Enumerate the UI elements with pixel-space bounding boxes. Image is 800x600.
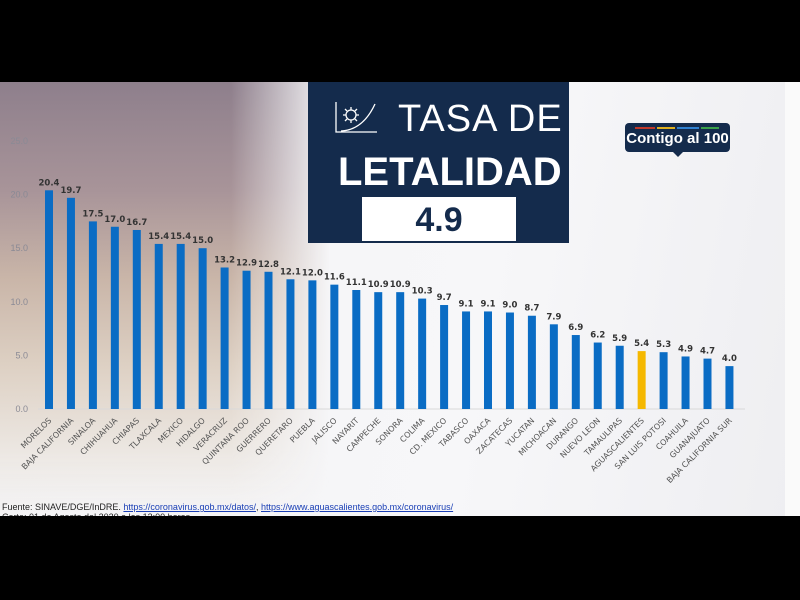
slide-edge — [785, 82, 800, 516]
bar — [505, 312, 514, 409]
separator: , — [255, 502, 259, 512]
source-link-1[interactable]: https://coronavirus.gob.mx/datos/ — [123, 502, 256, 512]
data-label: 10.3 — [412, 287, 433, 297]
y-tick-label: 10.0 — [10, 297, 28, 307]
bar — [462, 311, 471, 409]
data-label: 20.4 — [39, 178, 60, 188]
data-label: 17.5 — [82, 209, 103, 219]
logo-text: Contigo al 100 — [626, 130, 729, 147]
bar — [659, 352, 668, 409]
chart-virus-icon — [335, 102, 377, 133]
bar — [418, 298, 427, 409]
bar — [681, 356, 690, 409]
bar — [440, 305, 449, 409]
data-label: 9.7 — [437, 293, 452, 303]
bar — [593, 342, 602, 409]
logo: Contigo al 100 — [625, 123, 730, 157]
bar — [286, 279, 295, 409]
data-label: 9.1 — [480, 299, 495, 309]
bar — [220, 267, 229, 409]
y-tick-label: 20.0 — [10, 190, 28, 200]
national-value: 4.9 — [362, 197, 516, 241]
bar — [264, 271, 273, 409]
data-label: 12.1 — [280, 267, 301, 277]
bar — [110, 226, 119, 409]
bar — [352, 290, 361, 409]
data-label: 4.9 — [678, 344, 693, 354]
data-label: 12.0 — [302, 268, 323, 278]
data-label: 5.9 — [612, 334, 627, 344]
bar — [725, 366, 734, 409]
source-note: Fuente: SINAVE/DGE/InDRE. https://corona… — [2, 502, 453, 512]
data-label: 17.0 — [104, 215, 125, 225]
bar — [703, 358, 712, 409]
title-line1: TASA DE — [398, 98, 563, 140]
data-label: 10.9 — [368, 280, 389, 290]
data-label: 6.2 — [590, 331, 605, 341]
y-tick-label: 25.0 — [10, 136, 28, 146]
bar-chart: 0.05.010.015.020.025.020.4MORELOS19.7BAJ… — [10, 136, 745, 485]
data-label: 5.3 — [656, 340, 671, 350]
bar — [330, 284, 339, 409]
data-label: 13.2 — [214, 255, 235, 265]
data-label: 12.8 — [258, 260, 279, 270]
data-label: 12.9 — [236, 259, 257, 269]
bar — [132, 229, 141, 409]
bar — [45, 190, 53, 409]
data-label: 11.1 — [346, 278, 367, 288]
bar — [88, 221, 97, 409]
source-link-2[interactable]: https://www.aguascalientes.gob.mx/corona… — [261, 502, 454, 512]
data-label: 4.7 — [700, 347, 715, 357]
bar — [154, 243, 163, 409]
data-label: 9.1 — [459, 299, 474, 309]
bar — [615, 345, 624, 409]
data-label: 6.9 — [568, 323, 583, 333]
data-label: 16.7 — [126, 218, 147, 228]
slide — [0, 82, 800, 516]
data-label: 4.0 — [722, 354, 737, 364]
title-line2: LETALIDAD — [338, 150, 562, 194]
data-label: 19.7 — [60, 186, 81, 196]
bar — [484, 311, 492, 409]
data-label: 15.4 — [170, 232, 191, 242]
data-label: 7.9 — [546, 312, 561, 322]
y-tick-label: 5.0 — [15, 350, 28, 360]
bar — [176, 243, 185, 409]
data-label: 11.6 — [324, 273, 345, 283]
data-label: 10.9 — [390, 280, 411, 290]
bar — [549, 324, 558, 409]
data-label: 9.0 — [502, 301, 517, 311]
y-tick-label: 15.0 — [10, 243, 28, 253]
data-label: 8.7 — [524, 304, 539, 314]
background-photo — [0, 82, 330, 516]
bar — [637, 351, 646, 409]
bar — [396, 292, 405, 409]
y-tick-label: 0.0 — [15, 404, 28, 414]
data-label: 15.4 — [148, 232, 169, 242]
data-label: 15.0 — [192, 236, 213, 246]
source-label: Fuente: SINAVE/DGE/InDRE. — [2, 502, 121, 512]
cutoff-note: Corte: 01 de Agosto del 2020 a las 13:00… — [2, 513, 190, 516]
bar — [308, 280, 317, 409]
bar — [571, 335, 580, 409]
bar — [66, 197, 75, 409]
bar — [198, 248, 207, 409]
bar — [242, 270, 251, 409]
bar — [374, 292, 383, 409]
bar — [527, 315, 536, 409]
data-label: 5.4 — [634, 339, 649, 349]
